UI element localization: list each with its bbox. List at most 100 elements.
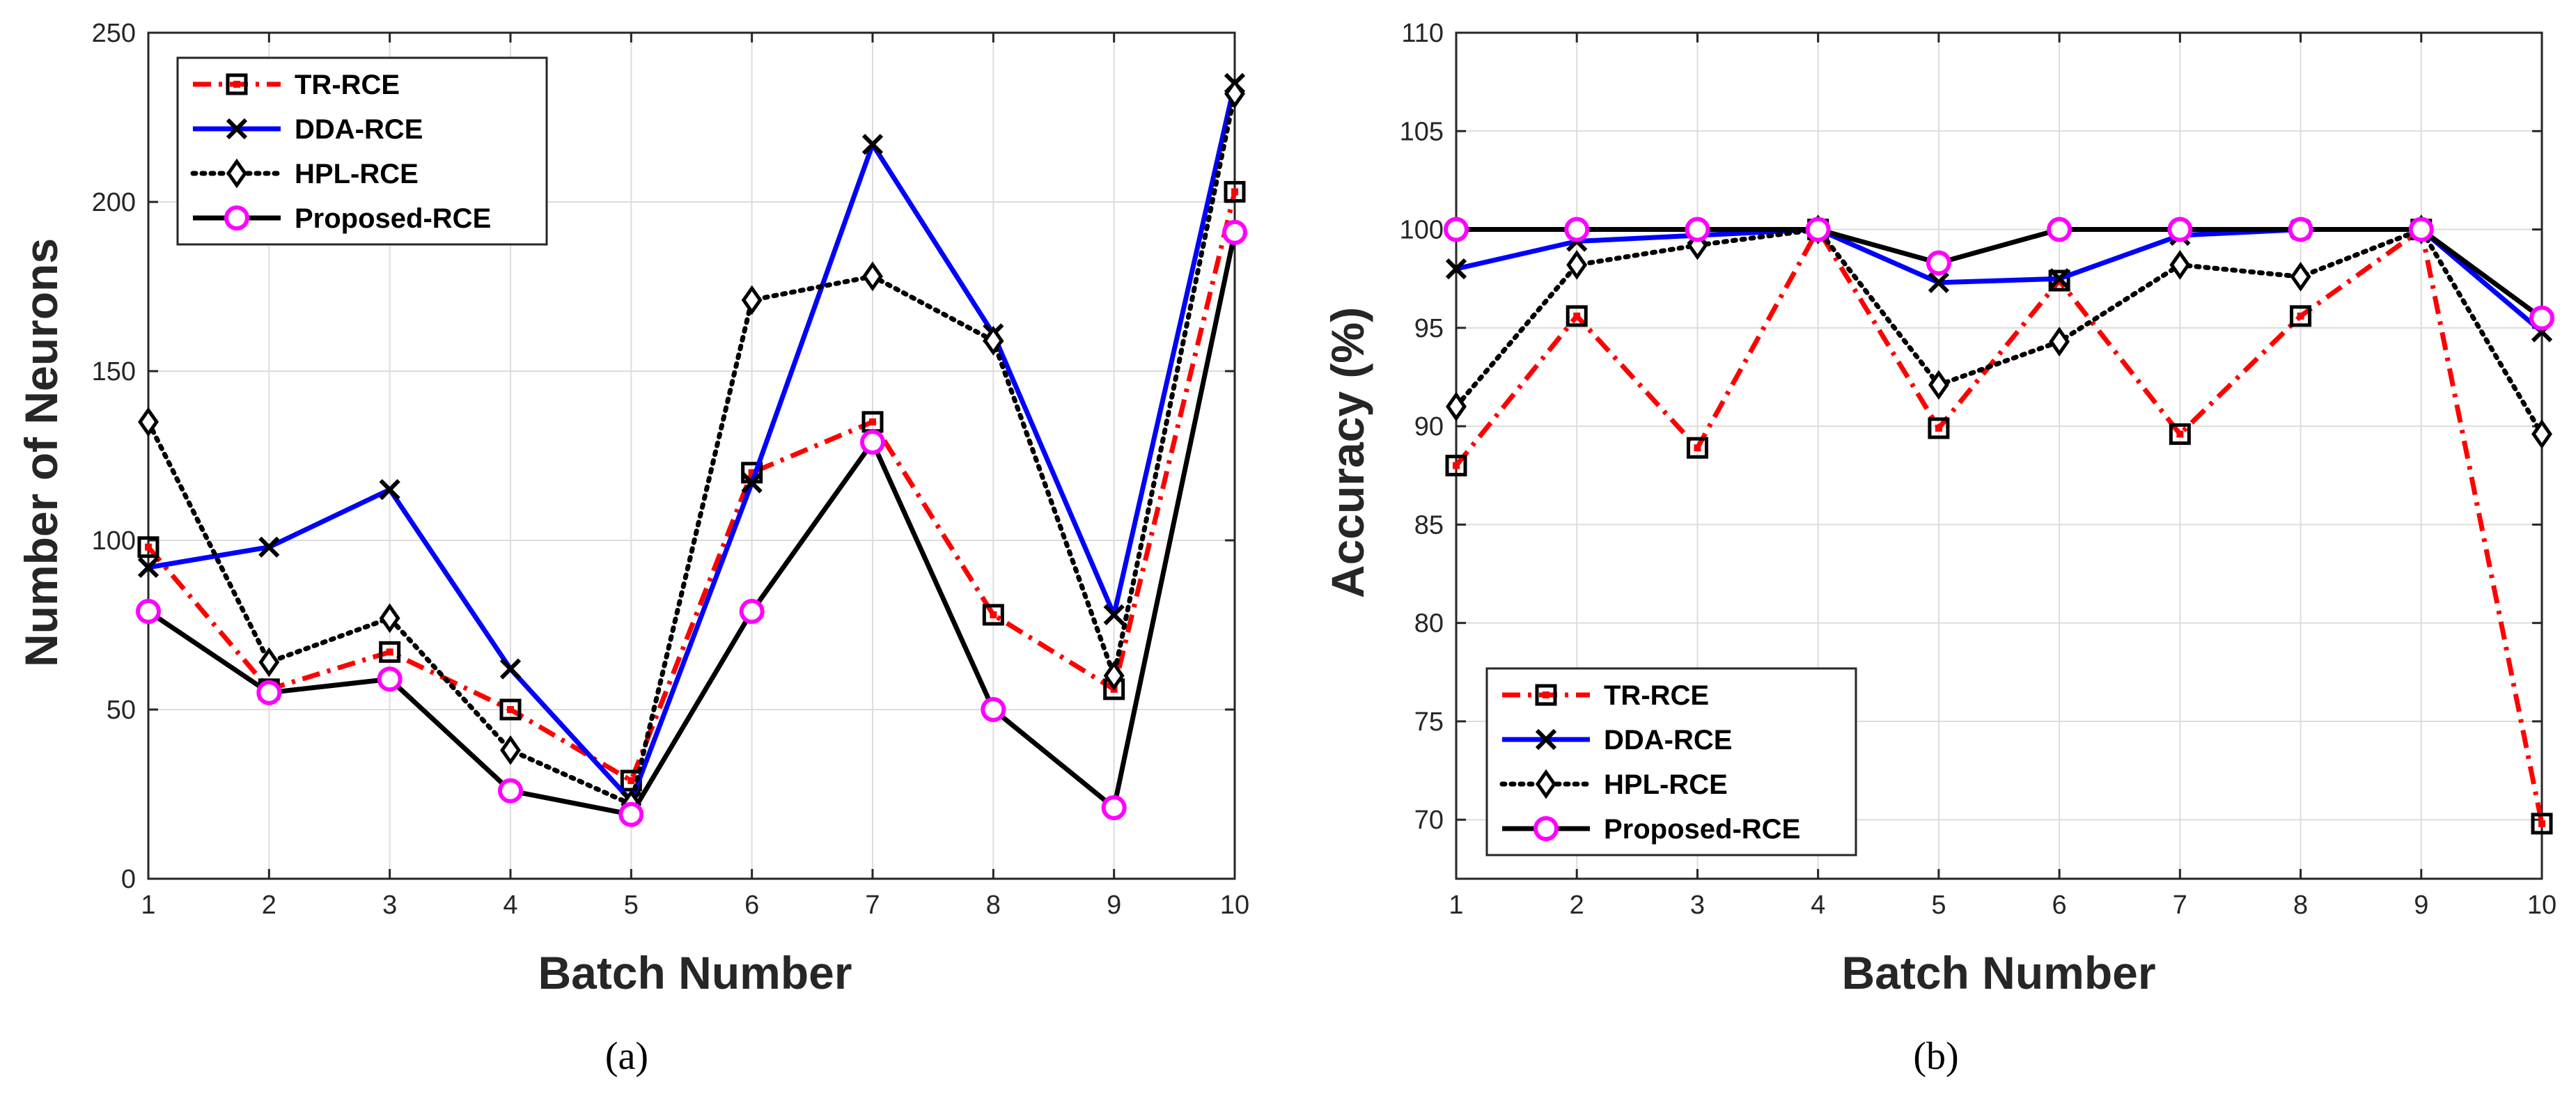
x-tick-label: 9 [2414, 891, 2428, 920]
series-hpl-rce-point-marker [2169, 250, 2191, 280]
series-tr-rce-point-marker [379, 641, 401, 663]
x-tick-label: 3 [1690, 891, 1705, 920]
series-hpl-rce-line [1453, 227, 2545, 437]
legend-item-tr-rce: TR-RCE [193, 70, 400, 100]
legend-marker [226, 73, 248, 95]
legend-item-proposed-rce: Proposed-RCE [193, 203, 491, 234]
series-dda-rce-point-marker [379, 478, 400, 501]
series-proposed-rce-point-marker [1444, 217, 1469, 242]
legend-marker [1533, 816, 1559, 841]
series-hpl-rce-point-marker [1224, 79, 1245, 109]
legend-label: TR-RCE [1604, 680, 1709, 711]
panel-b-y-axis-label: Accuracy (%) [1322, 307, 1373, 598]
series-tr-rce-point-marker-core [507, 706, 514, 713]
series-hpl-rce-point-marker [2290, 262, 2311, 292]
series-tr-rce-point-marker-core [1231, 188, 1238, 196]
legend-marker-stroke-b [226, 118, 248, 140]
series-dda-rce-point-marker-stroke-b [1928, 272, 1950, 293]
series-hpl-rce-point-marker [741, 285, 763, 315]
series-tr-rce-point-marker [2169, 423, 2191, 445]
legend-label: HPL-RCE [295, 159, 419, 189]
series-dda-rce-point-marker [1103, 604, 1125, 626]
series-tr-rce-point-marker-core [869, 418, 876, 425]
series-proposed-rce-line [1456, 227, 2544, 320]
series-hpl-rce-point-marker [379, 603, 400, 634]
series-proposed-rce-point-marker [739, 599, 765, 625]
series-proposed-rce-point-marker [1685, 217, 1710, 242]
y-tick-label: 110 [1401, 19, 1444, 48]
series-tr-rce-point-marker-core [1453, 462, 1460, 469]
series-dda-rce-line [148, 83, 1238, 804]
series-tr-rce-point-marker [499, 698, 522, 721]
series-proposed-rce-point-marker [1564, 217, 1590, 242]
series-hpl-rce-point-marker [1566, 250, 1588, 280]
x-tick-label: 10 [1220, 891, 1249, 920]
y-tick-label: 80 [1414, 609, 1444, 639]
series-proposed-rce-point-marker [1926, 250, 1951, 276]
series-proposed-rce-point-marker [1222, 219, 1247, 245]
series-dda-rce-point-marker [1445, 258, 1467, 280]
x-tick-label: 8 [986, 891, 1001, 920]
series-proposed-rce-point-marker [136, 599, 161, 625]
legend-item-hpl-rce: HPL-RCE [1499, 769, 1728, 800]
series-proposed-rce-point-marker [2047, 217, 2072, 242]
y-tick-label: 250 [92, 19, 136, 48]
series-hpl-rce-point-marker [1446, 391, 1467, 422]
legend-label: TR-RCE [295, 70, 400, 100]
series-hpl-rce-point-marker [1103, 661, 1125, 691]
series-dda-rce-point-marker [258, 536, 280, 558]
series-tr-rce-point-marker-core [990, 611, 997, 618]
series-proposed-rce-point-marker [1805, 217, 1831, 242]
panel-a-y-axis-label: Number of Neurons [15, 238, 67, 667]
x-tick-label: 7 [865, 891, 880, 920]
series-tr-rce-point-marker-core [2176, 430, 2184, 438]
series-proposed-rce [1444, 217, 2554, 331]
series-hpl-rce-point-marker [2049, 327, 2070, 357]
series-proposed-rce-point-marker [2529, 305, 2554, 331]
series-proposed-rce-point-marker [377, 666, 403, 692]
series-proposed-rce-point-marker [498, 778, 523, 804]
y-tick-label: 150 [92, 357, 136, 386]
legend-marker-core [1543, 691, 1549, 698]
legend-item-hpl-rce: HPL-RCE [190, 158, 419, 189]
series-tr-rce-point-marker-core [1694, 444, 1701, 452]
series-dda-rce-point-marker [861, 134, 884, 155]
legend-label: Proposed-RCE [1604, 814, 1800, 845]
series-hpl-rce-point-marker [500, 735, 521, 765]
series-proposed-rce-point-marker [618, 801, 644, 827]
series-hpl-rce-point-marker [1928, 370, 1949, 400]
series-dda-rce-point-marker [1928, 272, 1950, 293]
series-tr-rce-point-marker [1928, 417, 1950, 439]
x-tick-label: 6 [2052, 891, 2067, 920]
y-tick-label: 85 [1414, 510, 1444, 540]
legend-marker [224, 205, 249, 230]
series-proposed-rce-point-marker [2288, 217, 2313, 242]
series-tr-rce-point-marker [982, 604, 1004, 626]
series-hpl-rce-point-marker [138, 407, 159, 437]
series-dda-rce-point-marker-stroke-b [741, 472, 763, 494]
legend-marker [1535, 728, 1557, 751]
series-hpl-rce-line [146, 91, 1238, 807]
series-tr-rce-point-marker [137, 536, 159, 558]
series-dda-rce-point-marker [2048, 268, 2070, 290]
series-proposed-rce-point-marker [256, 680, 282, 705]
series-dda-rce-point-marker [137, 556, 159, 579]
series-dda-rce-point-marker-stroke-b [499, 658, 522, 680]
series-proposed-rce-line [147, 232, 1238, 817]
y-tick-label: 100 [92, 526, 136, 556]
series-dda-rce-point-marker-stroke-b [861, 134, 884, 155]
x-tick-label: 5 [624, 891, 639, 920]
chart-panel-a: Number of Neurons Batch Number (a) 1 2 3 4 5… [15, 19, 1249, 1078]
series-proposed-rce-point-marker [1101, 794, 1127, 820]
series-proposed-rce-point-marker [2167, 217, 2193, 242]
x-tick-label: 6 [744, 891, 759, 920]
x-tick-label: 1 [1449, 891, 1463, 920]
x-tick-label: 3 [382, 891, 397, 920]
series-tr-rce-point-marker [2290, 305, 2312, 327]
x-tick-label: 4 [1811, 891, 1825, 920]
legend-marker [226, 158, 247, 189]
legend-item-dda-rce: DDA-RCE [1502, 725, 1732, 756]
legend-label: Proposed-RCE [295, 203, 491, 234]
series-tr-rce-line [1454, 227, 2545, 824]
series-tr-rce-point-marker-core [627, 777, 635, 785]
